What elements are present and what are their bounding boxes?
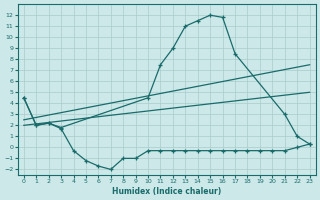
X-axis label: Humidex (Indice chaleur): Humidex (Indice chaleur)	[112, 187, 221, 196]
